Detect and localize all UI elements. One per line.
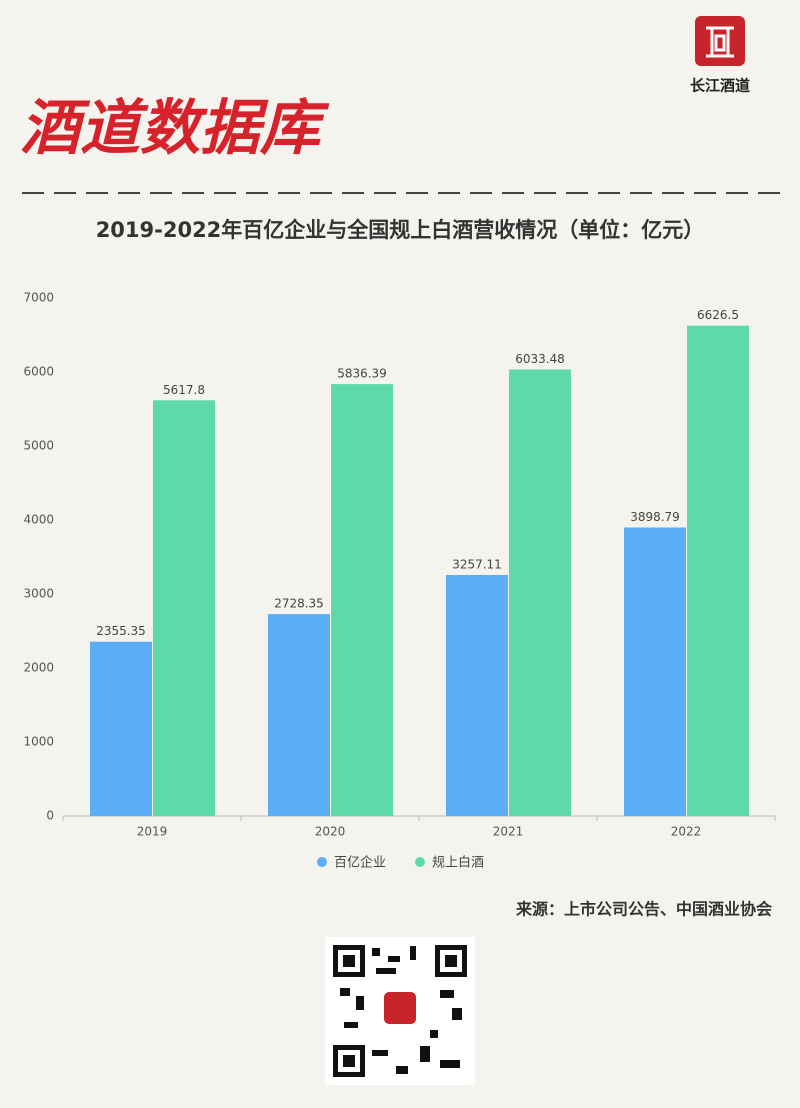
y-tick-label: 3000 [23, 587, 54, 601]
qr-pattern [333, 945, 467, 1077]
legend-marker [415, 857, 425, 867]
value-label: 3898.79 [630, 510, 680, 524]
value-label: 5836.39 [337, 367, 387, 381]
qr-logo [384, 992, 416, 1024]
value-label: 2355.35 [96, 624, 146, 638]
bar [331, 384, 393, 816]
x-tick-label: 2019 [137, 825, 168, 839]
value-label: 5617.8 [163, 383, 205, 397]
logo [695, 16, 745, 66]
y-tick-label: 6000 [23, 365, 54, 379]
y-tick-label: 2000 [23, 661, 54, 675]
bar [153, 400, 215, 816]
bar [446, 574, 508, 816]
legend-label: 规上白酒 [432, 855, 484, 871]
bar [687, 325, 749, 816]
bar [268, 614, 330, 816]
bar [509, 369, 571, 816]
value-label: 3257.11 [452, 557, 502, 571]
value-label: 6033.48 [515, 352, 565, 366]
bar [624, 527, 686, 816]
y-tick-label: 0 [46, 809, 54, 823]
y-tick-label: 1000 [23, 735, 54, 749]
legend-marker [317, 857, 327, 867]
value-label: 2728.35 [274, 597, 324, 611]
x-tick-label: 2020 [315, 825, 346, 839]
value-label: 6626.5 [697, 308, 739, 322]
chart-title: 2019-2022年百亿企业与全国规上白酒营收情况（单位：亿元） [96, 218, 705, 242]
legend-label: 百亿企业 [334, 855, 386, 871]
logo-mark [706, 26, 734, 58]
source: 来源：上市公司公告、中国酒业协会 [515, 900, 772, 919]
logo-text: 长江酒道 [690, 77, 750, 95]
y-tick-label: 4000 [23, 513, 54, 527]
bar [90, 641, 152, 816]
brand-title: 酒道数据库 [20, 94, 330, 164]
y-tick-label: 7000 [23, 291, 54, 305]
x-tick-label: 2021 [493, 825, 524, 839]
y-tick-label: 5000 [23, 439, 54, 453]
x-tick-label: 2022 [671, 825, 702, 839]
